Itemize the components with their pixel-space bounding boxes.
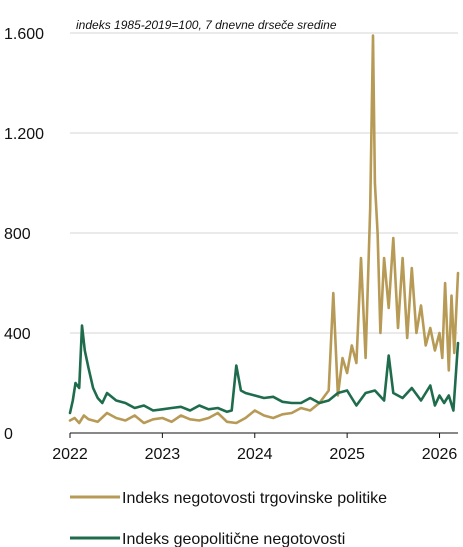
y-tick-label: 1.600 — [4, 26, 44, 43]
y-tick-label: 1.200 — [4, 126, 44, 143]
y-tick-label: 400 — [4, 326, 31, 343]
series-line-0 — [68, 34, 460, 425]
x-tick-label: 2024 — [237, 446, 273, 463]
chart-subtitle: indeks 1985-2019=100, 7 dnevne drseče sr… — [76, 18, 337, 32]
x-tick-label: 2022 — [52, 446, 88, 463]
x-tick-label: 2023 — [145, 446, 181, 463]
legend: Indeks negotovosti trgovinske politike In… — [70, 490, 387, 547]
y-tick-label: 0 — [4, 426, 13, 443]
series-lines — [68, 34, 460, 425]
legend-label-1: Indeks geopolitične negotovosti — [122, 531, 345, 547]
x-tick-label: 2025 — [329, 446, 365, 463]
gridlines — [70, 32, 458, 334]
axes: 0 400 800 1.200 1.600 2022 2023 2024 2025 2026 — [4, 26, 458, 463]
y-tick-label: 800 — [4, 226, 31, 243]
x-tick-label: 2026 — [422, 446, 458, 463]
legend-label-0: Indeks negotovosti trgovinske politike — [122, 490, 387, 507]
series-line-1 — [68, 324, 460, 415]
